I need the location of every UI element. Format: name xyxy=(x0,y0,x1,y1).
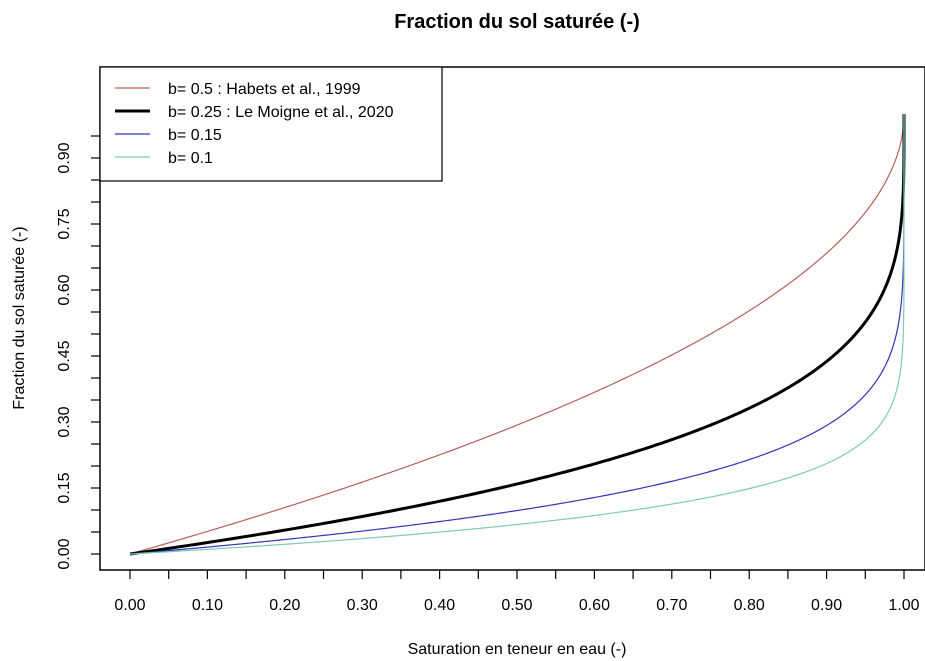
x-tick-label: 0.40 xyxy=(424,597,455,614)
legend-label: b= 0.25 : Le Moigne et al., 2020 xyxy=(168,104,394,121)
x-tick-label: 0.80 xyxy=(734,597,765,614)
series-line xyxy=(129,114,905,555)
x-tick-label: 0.30 xyxy=(347,597,378,614)
x-axis-label: Saturation en teneur en eau (-) xyxy=(408,641,627,658)
chart-title: Fraction du sol saturée (-) xyxy=(394,11,640,33)
legend-box xyxy=(99,66,443,182)
x-tick-label: 0.00 xyxy=(114,597,145,614)
y-tick-label: 0.15 xyxy=(56,472,73,503)
x-tick-label: 0.90 xyxy=(811,597,842,614)
plot-frame xyxy=(99,66,925,571)
y-axis-label: Fraction du sol saturée (-) xyxy=(11,226,28,409)
y-tick-label: 0.45 xyxy=(56,340,73,371)
y-tick-label: 0.60 xyxy=(56,274,73,305)
legend-label: b= 0.5 : Habets et al., 1999 xyxy=(168,81,361,98)
x-tick-label: 0.60 xyxy=(579,597,610,614)
y-tick-label: 0.90 xyxy=(56,142,73,173)
y-tick-label: 0.75 xyxy=(56,208,73,239)
x-tick-label: 0.70 xyxy=(656,597,687,614)
y-tick-label: 0.00 xyxy=(56,538,73,569)
x-tick-label: 1.00 xyxy=(888,597,919,614)
x-tick-label: 0.10 xyxy=(192,597,223,614)
y-tick-label: 0.30 xyxy=(56,406,73,437)
x-tick-label: 0.50 xyxy=(501,597,532,614)
legend-label: b= 0.1 xyxy=(168,150,213,167)
legend-label: b= 0.15 xyxy=(168,127,222,144)
x-tick-label: 0.20 xyxy=(269,597,300,614)
